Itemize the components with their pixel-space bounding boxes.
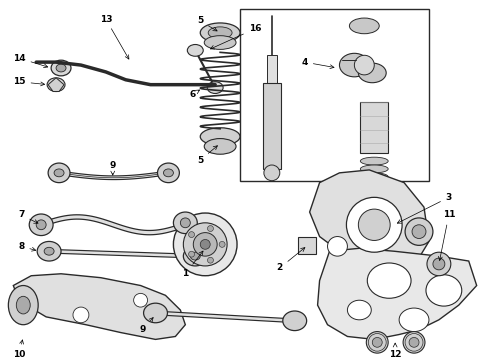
Ellipse shape [189,231,195,238]
Ellipse shape [207,82,223,94]
Ellipse shape [409,337,419,347]
Bar [263,83,281,169]
Ellipse shape [208,27,232,39]
Text: 6: 6 [189,90,199,99]
Ellipse shape [358,63,386,83]
Ellipse shape [367,332,388,353]
Ellipse shape [200,128,240,145]
Ellipse shape [36,220,46,230]
Ellipse shape [349,18,379,34]
Text: 3: 3 [397,193,452,223]
Text: 12: 12 [389,343,401,359]
Text: 1: 1 [182,251,203,278]
Ellipse shape [48,163,70,183]
Ellipse shape [51,60,71,76]
Ellipse shape [180,218,190,228]
Bar [298,237,316,254]
Ellipse shape [44,247,54,255]
Ellipse shape [347,300,371,320]
Ellipse shape [340,53,369,77]
Polygon shape [13,274,185,339]
Text: 8: 8 [18,242,36,251]
Ellipse shape [190,252,200,260]
Polygon shape [310,170,429,278]
Ellipse shape [219,242,225,247]
Text: 16: 16 [210,24,261,49]
Ellipse shape [47,78,65,91]
Text: 9: 9 [139,318,153,334]
Ellipse shape [412,225,426,238]
Ellipse shape [187,45,203,56]
Ellipse shape [200,23,240,42]
Text: 9: 9 [110,162,116,175]
Text: 5: 5 [197,17,217,31]
Polygon shape [48,78,64,91]
Ellipse shape [347,239,361,253]
Ellipse shape [189,251,195,257]
Bar [267,55,277,83]
Bar [360,102,388,153]
Text: 5: 5 [197,146,218,165]
Text: 4: 4 [301,58,334,69]
Ellipse shape [207,226,214,231]
Ellipse shape [360,173,388,181]
Polygon shape [318,248,477,339]
Ellipse shape [200,239,210,249]
Bar [240,9,429,181]
Ellipse shape [73,307,89,323]
Ellipse shape [157,163,179,183]
Ellipse shape [207,257,214,263]
Ellipse shape [372,337,382,347]
Text: 14: 14 [13,54,48,68]
Ellipse shape [341,233,368,260]
Ellipse shape [403,332,425,353]
Ellipse shape [56,64,66,72]
Ellipse shape [204,139,236,154]
Ellipse shape [54,169,64,177]
Ellipse shape [16,296,30,314]
Ellipse shape [346,197,402,252]
Text: 13: 13 [99,14,129,59]
Ellipse shape [264,165,280,181]
Text: 15: 15 [13,77,45,86]
Ellipse shape [144,303,168,323]
Ellipse shape [405,218,433,246]
Ellipse shape [164,169,173,177]
Ellipse shape [37,242,61,261]
Ellipse shape [327,237,347,256]
Ellipse shape [29,214,53,235]
Ellipse shape [173,213,237,276]
Ellipse shape [399,308,429,332]
Ellipse shape [183,223,227,266]
Ellipse shape [427,252,451,276]
Ellipse shape [183,246,207,266]
Text: 7: 7 [18,211,38,223]
Ellipse shape [8,285,38,325]
Text: 10: 10 [13,340,25,359]
Ellipse shape [283,311,307,330]
Ellipse shape [426,275,462,306]
Ellipse shape [433,258,445,270]
Ellipse shape [354,55,374,75]
Ellipse shape [360,157,388,165]
Ellipse shape [134,293,147,307]
Ellipse shape [193,233,217,256]
Text: 11: 11 [439,211,455,261]
Ellipse shape [360,165,388,173]
Ellipse shape [368,263,411,298]
Ellipse shape [173,212,197,234]
Ellipse shape [358,209,390,240]
Ellipse shape [204,36,236,49]
Text: 2: 2 [277,248,305,273]
